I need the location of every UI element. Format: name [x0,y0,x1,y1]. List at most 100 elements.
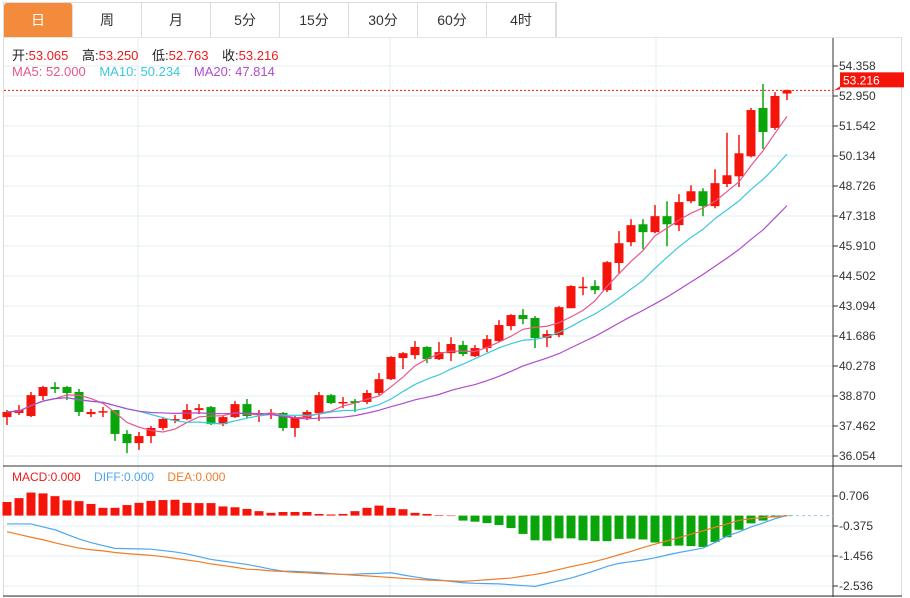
macd-bar [722,515,732,538]
tab-60min[interactable]: 60分 [418,3,487,38]
candle-body [458,345,468,355]
candle-body [482,339,492,349]
macd-legend-dea: DEA:0.000 [167,470,226,484]
candle-body [146,427,156,437]
macd-bar [554,515,564,539]
macd-bar [218,506,228,516]
candle [74,388,84,417]
price-tick-label: 48.726 [839,179,876,193]
candle [2,410,12,425]
tab-5min[interactable]: 5分 [211,3,280,38]
candle [422,346,432,364]
macd-bar [710,515,720,542]
price-tick-label: 36.054 [839,449,876,463]
last-price-tag [840,72,904,88]
macd-bar [662,515,672,547]
macd-bar [650,515,660,543]
macd-bar [410,512,420,516]
macd-bar [242,508,252,516]
candle [146,426,156,444]
candle-body [314,395,324,414]
candle-body [650,216,660,233]
candle-body [722,175,732,184]
macd-bar [158,500,168,516]
tab-4hour[interactable]: 4时 [487,3,556,38]
candle [530,316,540,349]
candle-body [74,391,84,412]
candle [38,385,48,401]
price-tick-label: 51.542 [839,119,876,133]
candle [170,414,180,424]
candle-body [698,191,708,207]
last-price-label: 53.216 [843,73,880,87]
macd-bar [614,515,624,539]
macd-bar [470,515,480,522]
tab-month[interactable]: 月 [142,3,211,38]
candle-body [590,286,600,291]
candle-body [554,307,564,336]
tab-day[interactable]: 日 [4,3,73,38]
close-label: 收: [222,48,239,63]
candle [86,408,96,418]
macd-bar [206,503,216,516]
candle [314,391,324,421]
macd-bar [398,509,408,516]
candle [398,352,408,370]
tab-15min[interactable]: 15分 [280,3,349,38]
price-tick-label: 45.910 [839,239,876,253]
candle-body [674,202,684,226]
candle-body [338,401,348,404]
ma20-line [6,205,788,420]
candle [230,401,240,418]
tab-week[interactable]: 周 [73,3,142,38]
candle [638,219,648,250]
candle-body [494,325,504,342]
macd-bar [254,511,264,516]
macd-bar [686,515,696,547]
macd-bar [482,515,492,524]
candle [110,410,120,441]
candle-body [182,410,192,420]
macd-bar [110,507,120,516]
candle [686,185,696,204]
tab-30min[interactable]: 30分 [349,3,418,38]
candle [494,320,504,343]
period-tabs: 日 周 月 5分 15分 30分 60分 4时 [3,2,557,38]
macd-tick-label: -0.375 [839,519,873,533]
candle [770,92,780,130]
candle-body [86,411,96,415]
candle-body [662,216,672,225]
candle-body [62,387,72,394]
candle-body [542,333,552,339]
candle-body [158,419,168,428]
low-value: 52.763 [168,48,209,63]
candle-body [626,225,636,243]
candle [662,201,672,247]
candle-body [134,436,144,444]
macd-bar [38,493,48,516]
candle-body [350,401,360,404]
macd-bar [134,502,144,516]
macd-bar [674,515,684,546]
candle-body [434,352,444,360]
macd-bar [302,511,312,516]
low-label: 低: [152,48,169,63]
candle-body [110,410,120,434]
candle [182,404,192,421]
candle [566,285,576,309]
candle [698,188,708,217]
candle-body [374,379,384,394]
macd-tick-label: 0.706 [839,489,869,503]
candle-body [122,433,132,444]
macd-bar [386,507,396,516]
candle [242,398,252,418]
candle-body [578,286,588,289]
candle-body [506,315,516,327]
candle-body [170,419,180,421]
macd-bar [530,515,540,541]
macd-bar [590,515,600,542]
macd-bar [746,515,756,524]
candle-body [218,417,228,425]
candle-body [530,318,540,339]
